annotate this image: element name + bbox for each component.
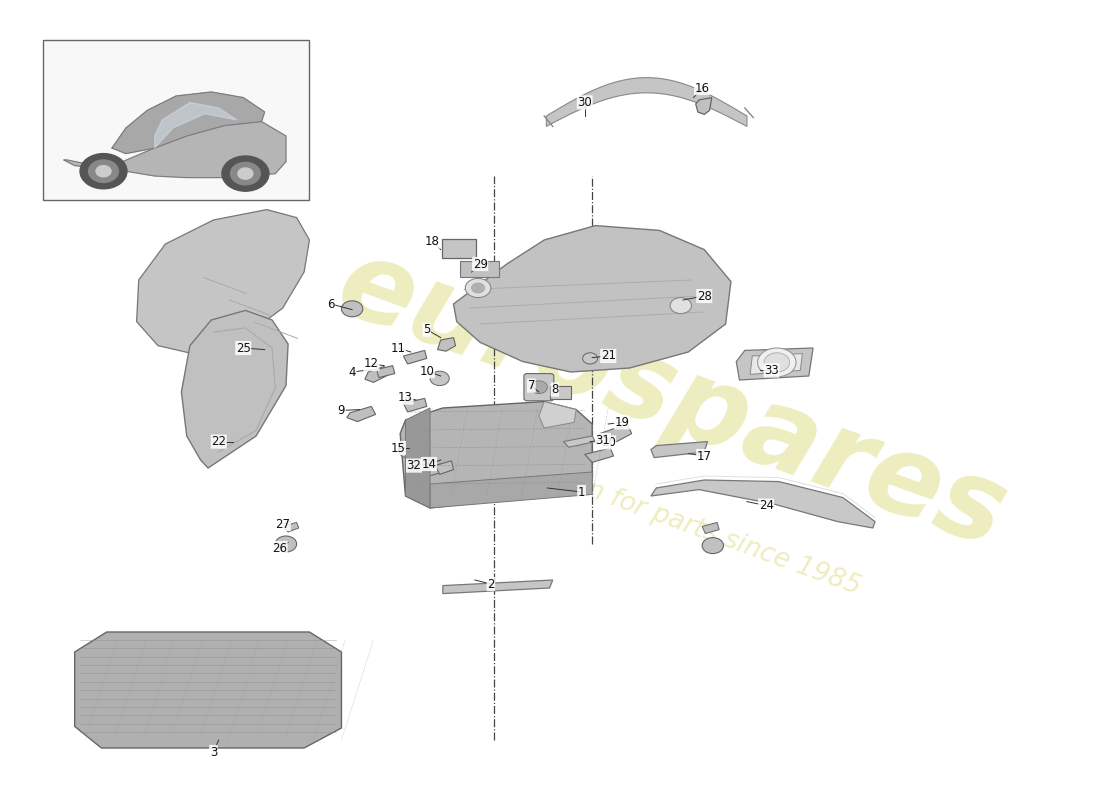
Circle shape: [275, 536, 297, 552]
Text: 15: 15: [390, 442, 406, 454]
Circle shape: [530, 381, 548, 394]
Text: 20: 20: [601, 436, 616, 449]
Text: 29: 29: [473, 258, 487, 270]
Circle shape: [341, 301, 363, 317]
Circle shape: [222, 156, 268, 191]
Circle shape: [399, 445, 416, 458]
Polygon shape: [750, 354, 802, 374]
Text: 12: 12: [364, 358, 378, 370]
Polygon shape: [443, 240, 473, 256]
Polygon shape: [438, 338, 455, 351]
Polygon shape: [547, 78, 747, 126]
Polygon shape: [702, 522, 719, 534]
Polygon shape: [406, 408, 430, 508]
Text: 27: 27: [275, 518, 290, 530]
Circle shape: [465, 278, 491, 298]
Polygon shape: [436, 461, 453, 474]
FancyBboxPatch shape: [524, 374, 553, 401]
Text: 19: 19: [615, 416, 629, 429]
Text: 8: 8: [551, 383, 559, 396]
Text: a passion for parts since 1985: a passion for parts since 1985: [481, 440, 864, 600]
Polygon shape: [539, 402, 576, 428]
Polygon shape: [563, 436, 595, 447]
Polygon shape: [430, 472, 592, 508]
Text: 10: 10: [419, 365, 435, 378]
Polygon shape: [182, 310, 288, 468]
Text: 24: 24: [759, 499, 773, 512]
Text: 30: 30: [578, 96, 592, 109]
Polygon shape: [651, 442, 707, 458]
Polygon shape: [453, 226, 730, 372]
Text: 33: 33: [764, 364, 779, 377]
Text: 21: 21: [601, 350, 616, 362]
Text: 28: 28: [696, 290, 712, 302]
Text: 17: 17: [696, 450, 712, 462]
Polygon shape: [376, 366, 395, 378]
Text: eurospares: eurospares: [323, 230, 1021, 570]
Text: 26: 26: [272, 542, 287, 554]
Text: 3: 3: [210, 746, 217, 758]
Polygon shape: [365, 366, 386, 382]
Circle shape: [583, 353, 597, 364]
Text: 14: 14: [421, 458, 437, 470]
FancyBboxPatch shape: [442, 239, 476, 258]
Text: 9: 9: [338, 404, 345, 417]
Circle shape: [670, 298, 692, 314]
Circle shape: [758, 348, 796, 377]
Circle shape: [764, 353, 790, 372]
Text: 25: 25: [235, 342, 251, 354]
FancyBboxPatch shape: [550, 386, 571, 399]
Text: 18: 18: [425, 235, 440, 248]
FancyBboxPatch shape: [43, 40, 309, 200]
Circle shape: [238, 168, 253, 179]
Polygon shape: [404, 350, 427, 364]
Circle shape: [96, 166, 111, 177]
Polygon shape: [75, 632, 341, 748]
Polygon shape: [64, 122, 286, 178]
Polygon shape: [651, 480, 874, 528]
Polygon shape: [736, 348, 813, 380]
Polygon shape: [597, 424, 631, 442]
Text: 6: 6: [327, 298, 334, 310]
Polygon shape: [136, 210, 309, 356]
Polygon shape: [443, 580, 552, 594]
Circle shape: [430, 371, 449, 386]
Text: 5: 5: [424, 323, 430, 336]
Circle shape: [472, 283, 484, 293]
Polygon shape: [404, 398, 427, 412]
Text: 16: 16: [694, 82, 710, 94]
Polygon shape: [400, 402, 592, 508]
Polygon shape: [585, 448, 614, 462]
Circle shape: [702, 538, 724, 554]
Polygon shape: [346, 406, 375, 422]
Polygon shape: [283, 522, 299, 532]
FancyBboxPatch shape: [460, 261, 499, 277]
Polygon shape: [155, 102, 236, 148]
Polygon shape: [695, 98, 712, 114]
Text: 13: 13: [398, 391, 412, 404]
Circle shape: [231, 162, 261, 185]
Text: 32: 32: [407, 459, 421, 472]
Text: 2: 2: [487, 578, 495, 590]
Circle shape: [80, 154, 126, 189]
Polygon shape: [425, 464, 443, 476]
Circle shape: [89, 160, 119, 182]
Text: 4: 4: [349, 366, 356, 378]
Text: 31: 31: [595, 434, 610, 446]
Text: 11: 11: [390, 342, 406, 354]
Polygon shape: [112, 92, 265, 154]
Text: 22: 22: [211, 435, 227, 448]
Text: 1: 1: [578, 486, 585, 498]
Text: 7: 7: [528, 379, 535, 392]
